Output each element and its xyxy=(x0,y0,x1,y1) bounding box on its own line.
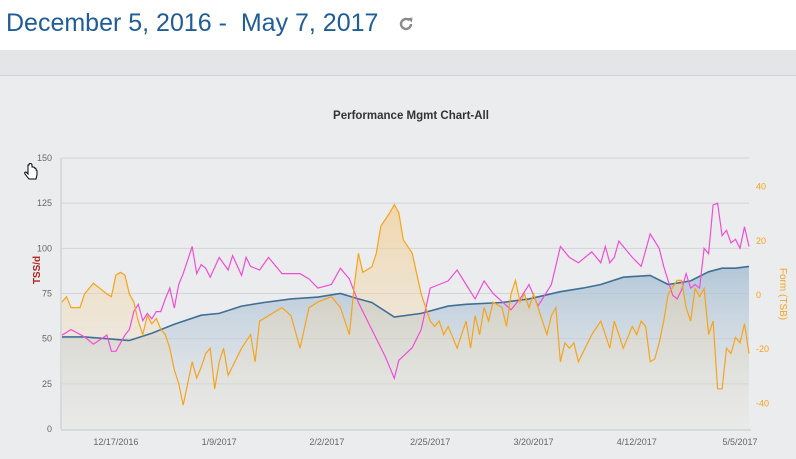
y-tick-label: 0 xyxy=(47,424,52,434)
header: December 5, 2016 - May 7, 2017 xyxy=(0,0,796,50)
y-tick-label: 125 xyxy=(37,198,52,208)
form-area xyxy=(62,204,749,429)
y-tick-label: 50 xyxy=(42,334,52,344)
x-tick-label: 3/20/2017 xyxy=(513,437,553,447)
y-tick-label: 75 xyxy=(42,289,52,299)
x-tick-label: 12/17/2016 xyxy=(93,437,138,447)
x-tick-label: 4/12/2017 xyxy=(617,437,657,447)
left-axis-label: TSS/d xyxy=(32,256,43,284)
form-line xyxy=(61,203,750,406)
x-tick-label: 5/5/2017 xyxy=(722,437,757,447)
hand-cursor-icon xyxy=(24,162,38,180)
chart-title: Performance Mgmt Chart-All xyxy=(333,110,489,122)
right-axis-label: Form (TSB) xyxy=(777,268,788,320)
y-tick-label: 100 xyxy=(37,243,52,253)
x-tick-label: 2/2/2017 xyxy=(309,437,344,447)
y2-tick-label: 20 xyxy=(756,236,766,246)
y-tick-label: 25 xyxy=(42,379,52,389)
y2-tick-label: -20 xyxy=(756,344,769,354)
date-range-title: December 5, 2016 - May 7, 2017 xyxy=(6,9,379,37)
fitness-line xyxy=(62,265,750,342)
y-tick-label: 150 xyxy=(37,153,52,163)
toolbar-band xyxy=(0,50,796,76)
y2-tick-label: 0 xyxy=(756,290,761,300)
fatigue-line xyxy=(61,202,750,381)
x-tick-label: 2/25/2017 xyxy=(410,437,450,447)
x-tick-label: 1/9/2017 xyxy=(202,437,237,447)
y2-tick-label: -40 xyxy=(756,398,769,408)
y2-tick-label: 40 xyxy=(756,182,766,192)
refresh-icon[interactable] xyxy=(396,14,416,34)
